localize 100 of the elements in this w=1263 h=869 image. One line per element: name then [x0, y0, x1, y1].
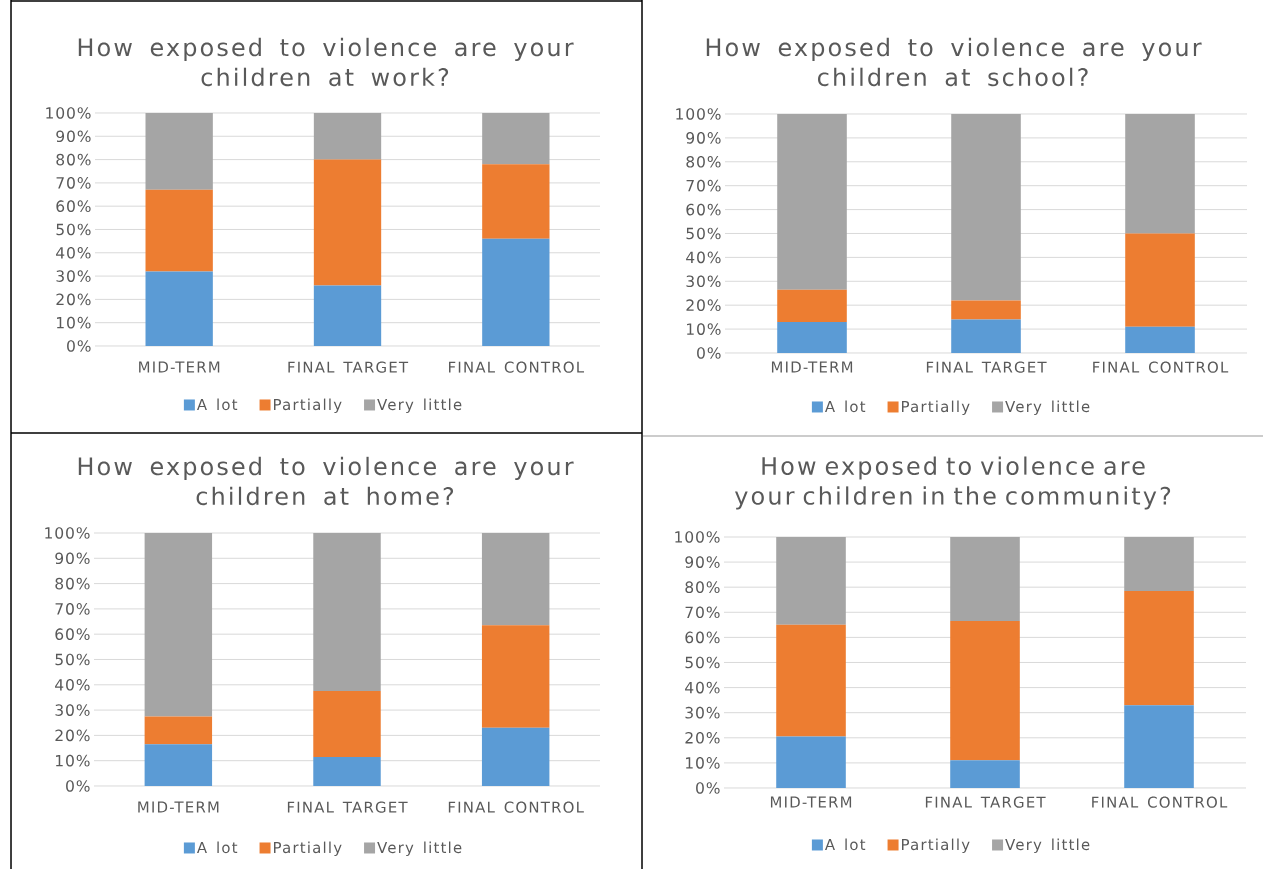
- x-tick-label: FINAL CONTROL: [449, 361, 585, 373]
- bar: [145, 189, 213, 272]
- y-tick-label: 70%: [55, 603, 90, 615]
- x-tick-label: MID-TERM: [138, 801, 219, 813]
- legend-label: Partially: [902, 400, 970, 416]
- y-tick-label: 40%: [56, 246, 91, 259]
- bar: [776, 736, 846, 788]
- y-tick-label: 0%: [67, 340, 91, 352]
- bar: [776, 536, 846, 625]
- legend-label: Very little: [1005, 838, 1090, 854]
- y-tick-label: 50%: [686, 227, 721, 240]
- legend-label: A lot: [824, 400, 866, 413]
- bar: [313, 112, 382, 160]
- x-tick-label: FINAL CONTROL: [1093, 361, 1229, 373]
- y-tick-label: 40%: [55, 678, 90, 691]
- bar: [777, 113, 847, 290]
- y-tick-label: 50%: [55, 653, 90, 666]
- bar: [144, 716, 213, 745]
- bar: [481, 727, 550, 786]
- y-tick-label: 80%: [55, 577, 90, 590]
- bar: [481, 532, 550, 626]
- bar: [313, 285, 382, 346]
- bar: [482, 112, 550, 165]
- bar: [481, 625, 550, 728]
- legend-label: Partially: [274, 841, 342, 857]
- y-tick-label: 60%: [56, 200, 91, 213]
- y-tick-label: 40%: [685, 681, 720, 694]
- y-tick-label: 100%: [46, 107, 91, 119]
- legend-label: Partially: [902, 838, 970, 854]
- y-tick-label: 100%: [45, 527, 90, 539]
- y-tick-label: 30%: [55, 704, 90, 716]
- y-tick-label: 100%: [676, 108, 721, 120]
- chart-title: How exposed to violence are your children at work?: [78, 37, 574, 87]
- y-tick-label: 70%: [685, 606, 720, 619]
- x-tick-label: MID-TERM: [139, 361, 220, 373]
- chart-title: How exposed to violence are your children at home?: [78, 456, 574, 506]
- bar: [313, 756, 381, 786]
- legend-label: Very little: [377, 841, 462, 857]
- x-tick-label: FINAL CONTROL: [448, 801, 584, 813]
- y-tick-label: 90%: [56, 130, 91, 143]
- y-tick-label: 20%: [685, 731, 720, 744]
- y-tick-label: 40%: [686, 251, 721, 264]
- bar: [313, 159, 382, 286]
- y-tick-label: 20%: [686, 299, 721, 312]
- y-tick-label: 90%: [55, 552, 90, 565]
- legend-label: Partially: [274, 398, 342, 414]
- y-tick-label: 70%: [56, 177, 91, 189]
- legend-label: A lot: [196, 841, 238, 854]
- bar: [777, 321, 847, 353]
- y-tick-label: 30%: [56, 270, 91, 282]
- y-tick-label: 60%: [685, 631, 720, 644]
- legend-label: Very little: [377, 398, 462, 414]
- y-tick-label: 20%: [55, 729, 90, 742]
- y-tick-label: 30%: [685, 706, 720, 719]
- bar: [144, 532, 213, 717]
- bar: [777, 289, 847, 322]
- y-tick-label: 80%: [685, 581, 720, 594]
- bar: [313, 532, 381, 692]
- x-tick-label: MID-TERM: [770, 796, 852, 808]
- bar: [1125, 233, 1195, 327]
- y-tick-label: 0%: [696, 782, 720, 794]
- y-tick-label: 20%: [56, 293, 91, 306]
- y-tick-label: 10%: [56, 754, 90, 767]
- y-tick-label: 10%: [57, 316, 91, 329]
- legend-label: Very little: [1005, 400, 1090, 416]
- x-tick-label: FINAL TARGET: [925, 796, 1046, 808]
- y-tick-label: 0%: [697, 347, 721, 359]
- y-tick-label: 80%: [56, 153, 91, 166]
- bar: [482, 238, 550, 346]
- bar: [145, 112, 213, 190]
- bar: [951, 113, 1021, 301]
- bar: [1124, 705, 1194, 788]
- y-tick-label: 50%: [56, 223, 91, 236]
- y-tick-label: 10%: [687, 323, 721, 335]
- y-tick-label: 0%: [66, 780, 90, 792]
- bar: [1125, 113, 1195, 234]
- bar: [1125, 326, 1195, 353]
- y-tick-label: 90%: [686, 132, 721, 144]
- chart-title: How exposed to violence are your children in the community?: [734, 456, 1171, 510]
- y-tick-label: 50%: [685, 656, 720, 669]
- y-tick-label: 30%: [686, 275, 721, 288]
- y-tick-label: 80%: [686, 155, 721, 168]
- bar: [950, 536, 1020, 622]
- legend-label: A lot: [196, 398, 238, 411]
- bar: [951, 319, 1021, 353]
- y-tick-label: 60%: [55, 628, 90, 641]
- bar: [1124, 590, 1194, 706]
- bar: [950, 760, 1020, 788]
- y-tick-label: 70%: [686, 179, 721, 192]
- bar: [144, 744, 213, 786]
- legend-label: A lot: [824, 838, 866, 851]
- bar: [1124, 536, 1194, 591]
- x-tick-label: MID-TERM: [771, 361, 853, 373]
- x-tick-label: FINAL CONTROL: [1092, 796, 1228, 808]
- bar: [951, 300, 1021, 320]
- bar: [950, 621, 1020, 761]
- y-tick-label: 10%: [686, 757, 720, 769]
- x-tick-label: FINAL TARGET: [288, 361, 409, 373]
- x-tick-label: FINAL TARGET: [926, 361, 1047, 373]
- chart-title: How exposed to violence are your children at school?: [706, 37, 1202, 87]
